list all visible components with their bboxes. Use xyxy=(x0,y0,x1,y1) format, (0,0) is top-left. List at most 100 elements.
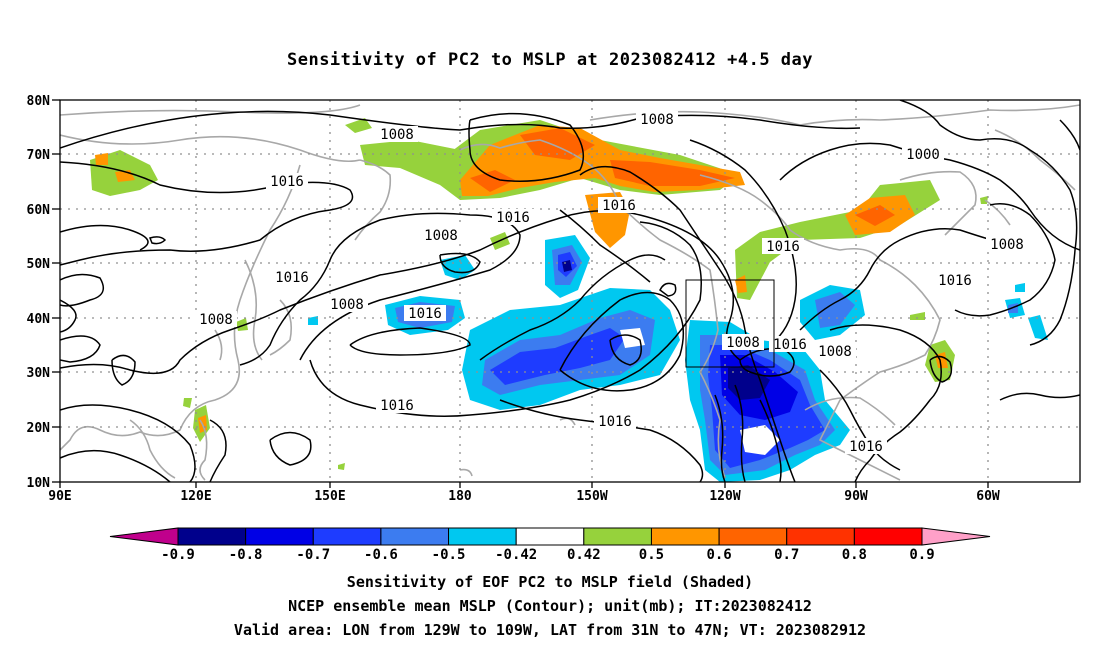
shade-darkorange-3 xyxy=(470,170,515,192)
contour-label-text: 1008 xyxy=(380,127,414,143)
colorbar-arrow-low xyxy=(109,527,179,546)
contour-label-text: 1016 xyxy=(598,414,632,430)
colorbar-segment xyxy=(650,527,720,546)
contour-label: 1008 xyxy=(814,343,856,360)
colorbar-segment xyxy=(853,527,923,546)
colorbar-tick-label: -0.7 xyxy=(296,547,330,563)
contour-label: 1016 xyxy=(594,413,636,430)
lat-label: 50N xyxy=(27,257,51,272)
contour-label: 1016 xyxy=(404,305,446,322)
colorbar-segment xyxy=(786,527,855,546)
contour-label: 1016 xyxy=(762,238,804,255)
colorbar-arrow-high xyxy=(921,527,991,546)
shade-hole-1 xyxy=(740,425,780,455)
contour-label-text: 1016 xyxy=(380,398,414,414)
contour-label-text: 1008 xyxy=(330,297,364,313)
contour-label: 1016 xyxy=(934,272,976,289)
colorbar-segment xyxy=(245,527,314,546)
colorbar-tick-label: 0.6 xyxy=(706,547,731,563)
colorbar-tick-label: 0.42 xyxy=(567,547,601,563)
valid-area-box xyxy=(685,279,775,368)
contour-label-text: 1008 xyxy=(424,228,458,244)
lon-label: 60W xyxy=(976,489,1000,504)
shade-lightblue-aleut xyxy=(440,255,475,280)
lon-label: 90E xyxy=(48,489,71,504)
shade-midblue-east xyxy=(815,292,855,328)
contour-label-text: 1016 xyxy=(766,239,800,255)
shade-darkorange-1 xyxy=(520,128,595,160)
lat-labels: 80N 70N 60N 50N 40N 30N 20N 10N xyxy=(27,94,51,491)
contour-label-text: 1008 xyxy=(818,344,852,360)
contour-label: 1016 xyxy=(769,336,811,353)
contour-label-text: 1016 xyxy=(773,337,807,353)
lon-label: 150E xyxy=(314,489,345,504)
contour-label: 1008 xyxy=(636,111,678,128)
contour-label-text: 1016 xyxy=(496,210,530,226)
map-title: Sensitivity of PC2 to MSLP at 2023082412… xyxy=(286,50,813,70)
shade-green-arctic xyxy=(345,118,372,133)
shade-green-greenland xyxy=(980,196,988,204)
lon-label: 150W xyxy=(576,489,607,504)
colorbar-segment xyxy=(177,527,247,546)
colorbar-segment xyxy=(583,527,652,546)
lon-label: 120W xyxy=(709,489,740,504)
lat-label: 30N xyxy=(27,366,51,381)
colorbar-tick-label: 0.8 xyxy=(842,547,867,563)
contour-label: 1016 xyxy=(598,197,640,214)
colorbar-tick-label: 0.5 xyxy=(639,547,664,563)
lat-label: 60N xyxy=(27,203,51,218)
contour-label-text: 1008 xyxy=(726,335,760,351)
contour-label: 1000 xyxy=(902,146,944,163)
colorbar-segment xyxy=(515,527,585,546)
lon-labels: 90E 120E 150E 180 150W 120W 90W 60W xyxy=(48,489,1000,504)
footer-line-1: Sensitivity of EOF PC2 to MSLP field (Sh… xyxy=(346,573,754,591)
colorbar-tick-label: -0.5 xyxy=(432,547,466,563)
contour-label-text: 1008 xyxy=(990,237,1024,253)
shade-lightblue-atl2 xyxy=(1028,315,1048,340)
colorbar-tick-label: 0.7 xyxy=(774,547,799,563)
lat-label: 10N xyxy=(27,476,51,491)
contour-label: 1008 xyxy=(326,296,368,313)
shade-orange-west xyxy=(95,153,108,165)
lat-ticks xyxy=(52,99,60,483)
contour-label: 1016 xyxy=(376,397,418,414)
contour-label-text: 1016 xyxy=(602,198,636,214)
contour-label-text: 1000 xyxy=(906,147,940,163)
footer-line-3: Valid area: LON from 129W to 109W, LAT f… xyxy=(233,621,867,639)
contour-label: 1016 xyxy=(492,209,534,226)
colorbar-segment xyxy=(312,527,382,546)
contour-label: 1016 xyxy=(845,438,887,455)
contour-label: 1008 xyxy=(195,311,237,328)
shade-lightblue-ne xyxy=(1015,283,1025,292)
lon-label: 180 xyxy=(448,489,472,504)
shade-blue-central xyxy=(490,328,625,385)
colorbar-tick-label: -0.8 xyxy=(229,547,263,563)
colorbar: -0.9 -0.8 -0.7 -0.6 -0.5 -0.42 0.42 0.5 0.6 0.7 0.… xyxy=(109,527,991,563)
contour-labels: 1008 1008 1000 1016 1016 1016 1016 1008 … xyxy=(195,111,1028,455)
contour-label: 1008 xyxy=(376,126,418,143)
shade-green-scs xyxy=(183,398,192,408)
contour-label: 1008 xyxy=(722,334,764,351)
lat-label: 70N xyxy=(27,148,51,163)
mslp-contours xyxy=(60,100,1080,482)
colorbar-segment xyxy=(448,527,517,546)
contour-label: 1016 xyxy=(271,269,313,286)
shade-green-japan xyxy=(236,318,248,331)
footer-line-2: NCEP ensemble mean MSLP (Contour); unit(… xyxy=(288,597,812,615)
lon-label: 120E xyxy=(180,489,211,504)
shade-lightblue-west xyxy=(308,316,318,325)
contour-label-text: 1016 xyxy=(408,306,442,322)
shade-navy-coast xyxy=(728,365,770,400)
shade-green-dot xyxy=(338,463,345,470)
contour-label: 1016 xyxy=(266,173,308,190)
colorbar-segment xyxy=(718,527,788,546)
colorbar-tick-label: -0.9 xyxy=(161,547,195,563)
shade-green-atlantic xyxy=(910,312,925,320)
contour-label-text: 1008 xyxy=(199,312,233,328)
contour-label-text: 1016 xyxy=(270,174,304,190)
lat-label: 20N xyxy=(27,421,51,436)
contour-label-text: 1016 xyxy=(938,273,972,289)
contour-label-text: 1016 xyxy=(275,270,309,286)
contour-label-text: 1016 xyxy=(849,439,883,455)
